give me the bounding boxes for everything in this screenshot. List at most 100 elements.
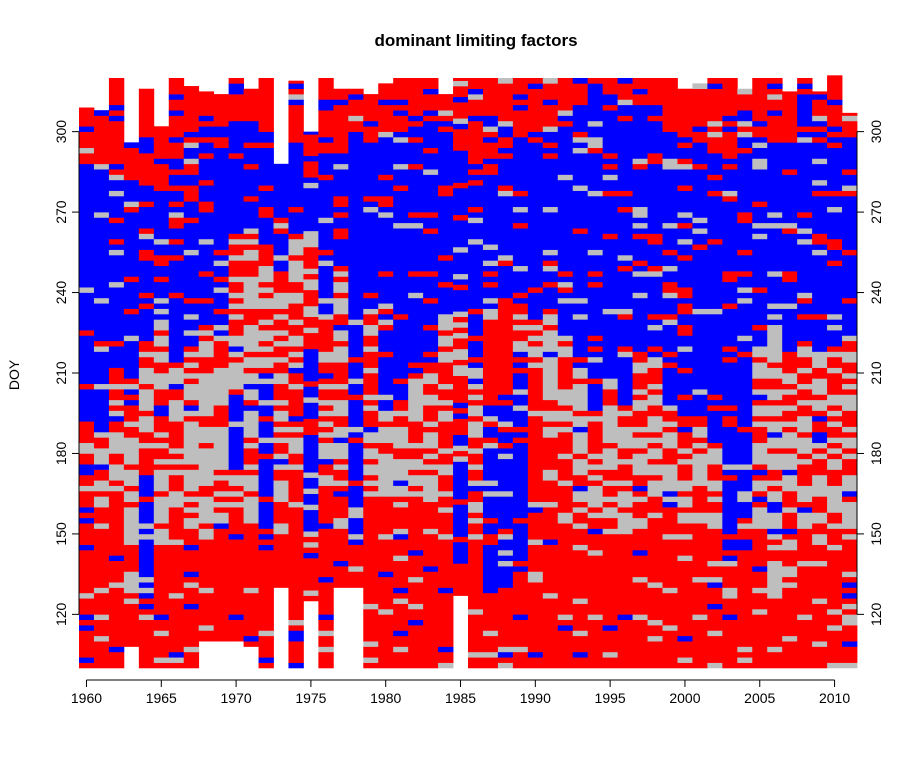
factor-cell xyxy=(557,619,574,626)
factor-cell xyxy=(108,115,125,122)
factor-cell xyxy=(273,469,289,481)
factor-cell xyxy=(138,88,155,138)
factor-cell xyxy=(303,381,319,387)
factor-cell xyxy=(587,276,604,283)
factor-cell xyxy=(557,78,574,111)
factor-cell xyxy=(213,260,230,267)
factor-cell xyxy=(378,212,394,218)
factor-cell xyxy=(453,375,469,403)
factor-cell xyxy=(842,641,858,647)
factor-cell xyxy=(153,464,170,470)
factor-cell xyxy=(123,335,140,342)
factor-cell xyxy=(288,625,304,631)
factor-cell xyxy=(168,185,185,191)
factor-cell xyxy=(512,190,529,197)
factor-cell xyxy=(632,292,648,299)
factor-cell xyxy=(812,560,828,567)
factor-cell xyxy=(812,163,828,181)
factor-cell xyxy=(527,319,544,326)
factor-cell xyxy=(183,185,200,202)
factor-cell xyxy=(497,78,514,84)
factor-cell xyxy=(333,217,349,229)
year-column xyxy=(273,163,289,588)
factor-cell xyxy=(123,598,140,604)
factor-cell xyxy=(423,228,439,234)
factor-cell xyxy=(393,485,409,497)
factor-cell xyxy=(752,507,768,529)
factor-cell xyxy=(482,260,499,267)
factor-cell xyxy=(183,137,200,143)
factor-cell xyxy=(512,330,529,342)
factor-cell xyxy=(228,303,244,309)
factor-cell xyxy=(93,523,110,529)
factor-cell xyxy=(827,99,843,106)
factor-cell xyxy=(497,560,514,567)
factor-cell xyxy=(587,619,604,669)
factor-cell xyxy=(557,115,574,122)
factor-cell xyxy=(602,630,619,653)
factor-cell xyxy=(303,504,319,511)
factor-cell xyxy=(213,292,230,309)
factor-cell xyxy=(243,523,259,588)
year-column xyxy=(93,110,110,669)
factor-cell xyxy=(423,571,439,669)
factor-cell xyxy=(453,220,469,248)
year-column xyxy=(153,126,170,669)
factor-cell xyxy=(288,346,304,352)
factor-cell xyxy=(662,271,678,283)
factor-cell xyxy=(812,179,828,186)
factor-cell xyxy=(782,410,798,422)
factor-cell xyxy=(602,158,619,165)
factor-cell xyxy=(602,389,619,406)
factor-cell xyxy=(602,533,619,626)
factor-cell xyxy=(602,378,619,390)
factor-cell xyxy=(453,456,469,462)
factor-cell xyxy=(333,399,349,417)
factor-cell xyxy=(842,426,858,433)
factor-cell xyxy=(602,110,619,154)
factor-cell xyxy=(677,426,693,433)
factor-cell xyxy=(602,485,619,497)
factor-cell xyxy=(153,662,170,669)
factor-cell xyxy=(108,110,125,116)
factor-cell xyxy=(183,303,200,315)
factor-cell xyxy=(213,287,230,293)
factor-cell xyxy=(647,458,663,465)
factor-cell xyxy=(497,528,514,535)
factor-cell xyxy=(737,120,753,127)
factor-cell xyxy=(468,453,484,465)
factor-cell xyxy=(153,297,170,304)
factor-cell xyxy=(527,142,544,288)
factor-cell xyxy=(453,150,469,183)
factor-cell xyxy=(722,362,738,406)
factor-cell xyxy=(677,147,693,159)
factor-cell xyxy=(273,373,289,385)
factor-cell xyxy=(79,619,95,626)
factor-cell xyxy=(108,432,125,454)
factor-cell xyxy=(782,641,798,669)
factor-cell xyxy=(258,373,274,379)
year-column xyxy=(198,91,215,642)
factor-cell xyxy=(482,78,499,116)
factor-cell xyxy=(273,533,289,588)
factor-cell xyxy=(677,507,693,513)
factor-cell xyxy=(707,399,723,406)
factor-cell xyxy=(288,373,304,385)
factor-cell xyxy=(453,541,469,564)
factor-cell xyxy=(138,383,155,390)
factor-cell xyxy=(767,319,783,326)
factor-cell xyxy=(183,517,200,529)
factor-cell xyxy=(782,533,798,540)
factor-cell xyxy=(333,480,349,486)
factor-cell xyxy=(153,308,170,315)
factor-cell xyxy=(842,137,858,170)
factor-cell xyxy=(842,582,858,588)
factor-cell xyxy=(692,512,708,524)
factor-cell xyxy=(587,249,604,256)
factor-cell xyxy=(587,415,604,422)
factor-cell xyxy=(842,587,858,594)
factor-cell xyxy=(707,190,723,197)
factor-cell xyxy=(303,131,319,135)
factor-cell xyxy=(677,415,693,427)
factor-cell xyxy=(453,364,469,376)
